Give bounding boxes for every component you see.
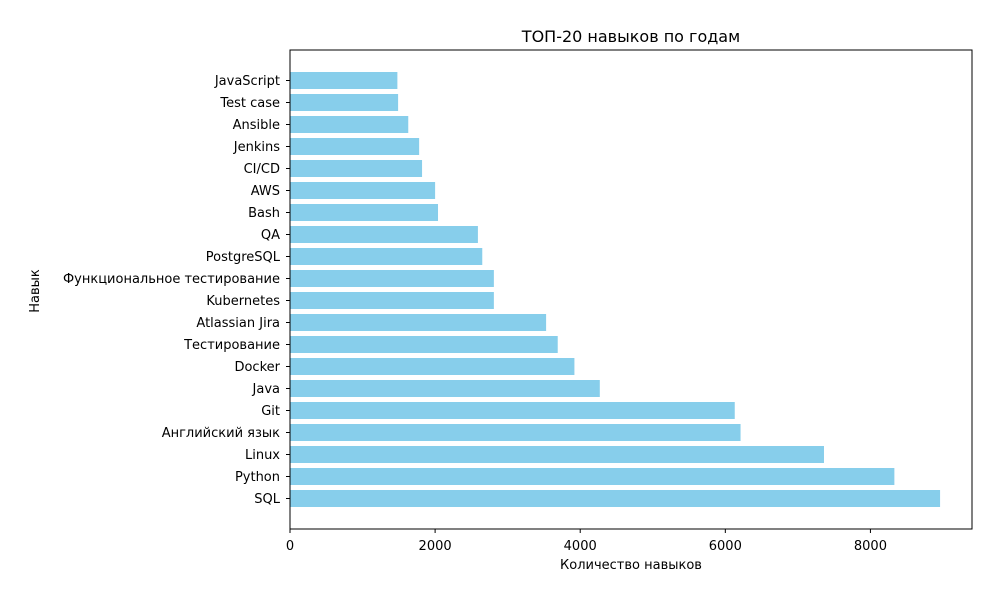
bar <box>290 204 439 221</box>
bar <box>290 490 941 507</box>
y-tick-label: Английский язык <box>162 426 280 441</box>
bar <box>290 314 547 331</box>
y-tick-label: Atlassian Jira <box>196 316 280 331</box>
bar <box>290 424 741 441</box>
y-tick-label: Jenkins <box>233 140 280 155</box>
chart-title: ТОП-20 навыков по годам <box>521 27 740 46</box>
bar <box>290 292 494 309</box>
bar <box>290 138 420 155</box>
y-ticks-layer: SQL Python Linux Английский язык Git Java Dock… <box>63 74 290 507</box>
bar <box>290 358 575 375</box>
bar <box>290 336 558 353</box>
bar <box>290 94 399 111</box>
bar <box>290 270 494 287</box>
x-tick-label: 2000 <box>419 539 452 554</box>
bar <box>290 446 824 463</box>
bars-layer <box>290 72 941 507</box>
bar <box>290 160 423 177</box>
bar <box>290 116 409 133</box>
x-axis-label: Количество навыков <box>560 558 702 573</box>
y-axis-label: Навык <box>28 269 43 313</box>
y-tick-label: Kubernetes <box>206 294 280 309</box>
y-tick-label: Тестирование <box>183 338 280 353</box>
y-tick-label: PostgreSQL <box>206 250 281 265</box>
y-tick-label: Linux <box>245 448 280 463</box>
x-tick-label: 4000 <box>564 539 597 554</box>
y-tick-label: CI/CD <box>244 162 280 177</box>
x-ticks-layer: 0 2000 4000 6000 8000 <box>286 529 887 554</box>
plot-frame <box>289 49 973 530</box>
y-tick-label: Git <box>261 404 280 419</box>
y-tick-label: SQL <box>254 492 280 507</box>
y-tick-label: Bash <box>248 206 280 221</box>
bar <box>290 402 735 419</box>
x-tick-label: 0 <box>286 539 294 554</box>
bar <box>290 468 895 485</box>
bar <box>290 182 436 199</box>
bar <box>290 248 483 265</box>
bar <box>290 380 600 397</box>
y-tick-label: Функциональное тестирование <box>63 272 280 287</box>
y-tick-label: Test case <box>219 96 280 111</box>
y-tick-label: JavaScript <box>214 74 280 89</box>
bar <box>290 72 398 89</box>
x-tick-label: 6000 <box>709 539 742 554</box>
y-tick-label: Java <box>252 382 280 397</box>
x-tick-label: 8000 <box>854 539 887 554</box>
y-tick-label: Docker <box>234 360 280 375</box>
y-tick-label: Ansible <box>233 118 280 133</box>
y-tick-label: Python <box>235 470 280 485</box>
y-tick-label: QA <box>261 228 280 243</box>
y-tick-label: AWS <box>251 184 280 199</box>
bar <box>290 226 478 243</box>
